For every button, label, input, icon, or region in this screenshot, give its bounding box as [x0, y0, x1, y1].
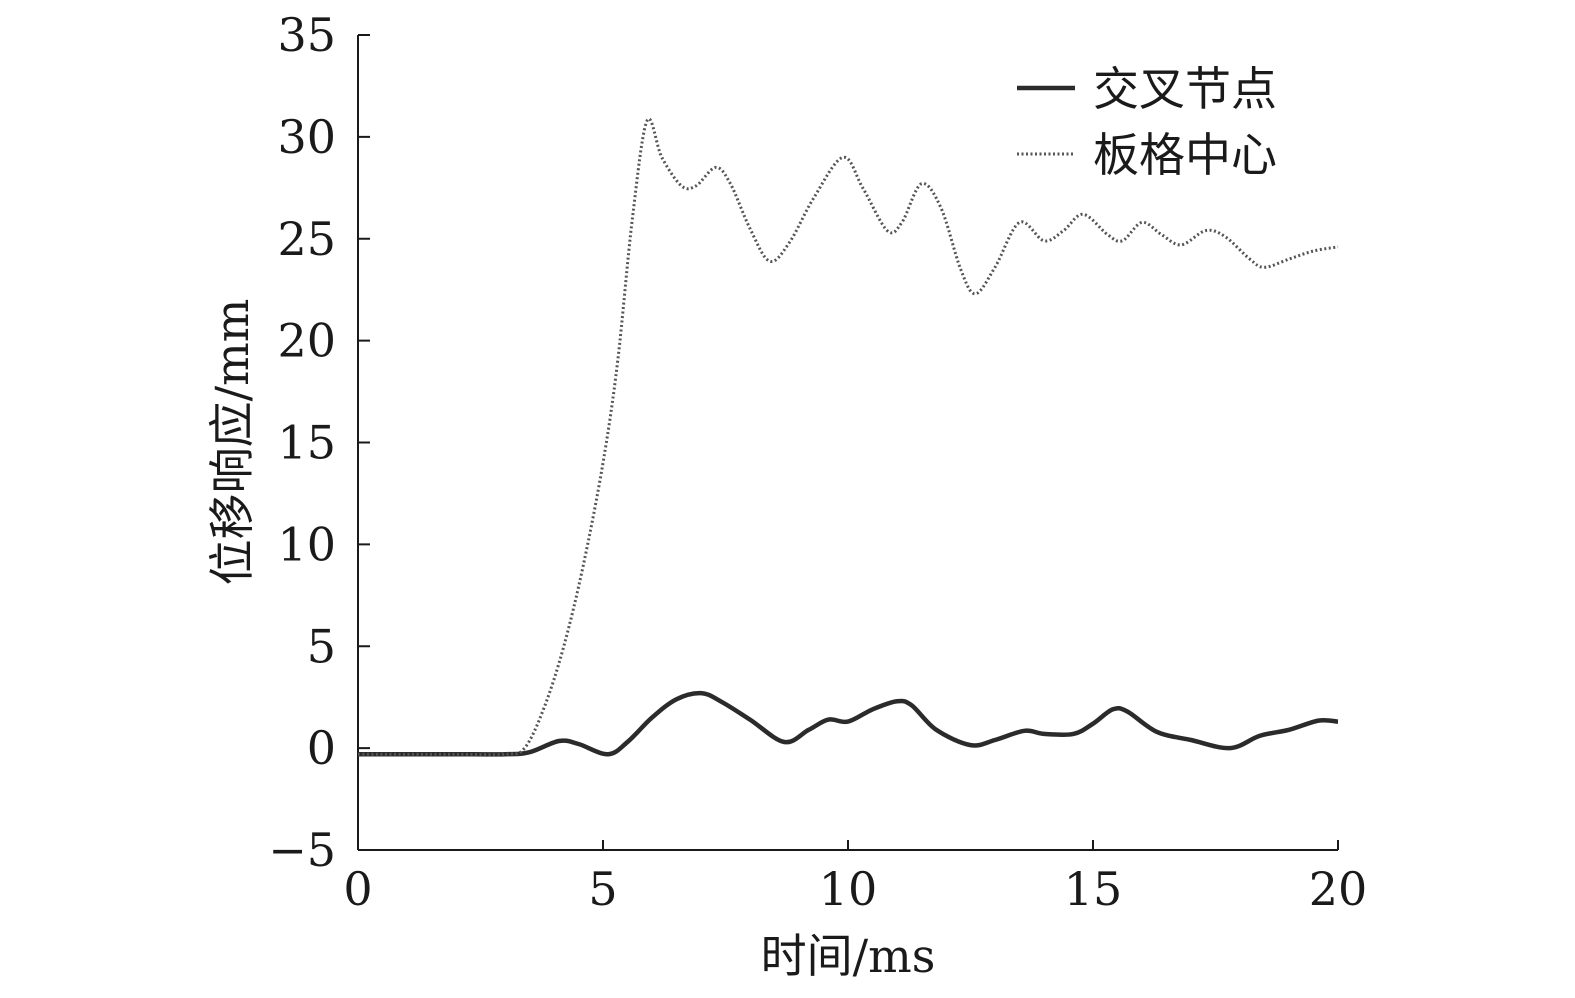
series-line-2 — [358, 117, 1339, 757]
y-axis-title: 位移响应/mm — [205, 299, 259, 586]
y-tick-label: 25 — [277, 212, 336, 266]
y-tick-label: 15 — [277, 416, 336, 470]
legend-label-1: 交叉节点 — [1093, 62, 1277, 116]
x-tick-label: 10 — [819, 862, 878, 916]
x-tick-label: 15 — [1064, 862, 1123, 916]
legend-label-2: 板格中心 — [1093, 128, 1277, 182]
y-tick-label: 35 — [277, 8, 336, 62]
x-tick-label: 0 — [343, 862, 372, 916]
x-tick-label: 5 — [588, 862, 617, 916]
series-layer — [358, 117, 1339, 757]
y-tick-label: 5 — [307, 619, 336, 673]
y-tick-label: −5 — [268, 823, 336, 877]
y-tick-label: 0 — [307, 721, 336, 775]
y-tick-label: 10 — [277, 517, 336, 571]
y-ticks: −5 0 5 10 15 20 25 30 35 — [268, 8, 370, 877]
y-tick-label: 30 — [277, 110, 336, 164]
x-tick-label: 20 — [1309, 862, 1368, 916]
series-line-1 — [358, 690, 1339, 757]
y-tick-label: 20 — [277, 314, 336, 368]
x-axis-title: 时间/ms — [761, 929, 936, 983]
x-ticks: 0 5 10 15 20 — [343, 840, 1367, 916]
